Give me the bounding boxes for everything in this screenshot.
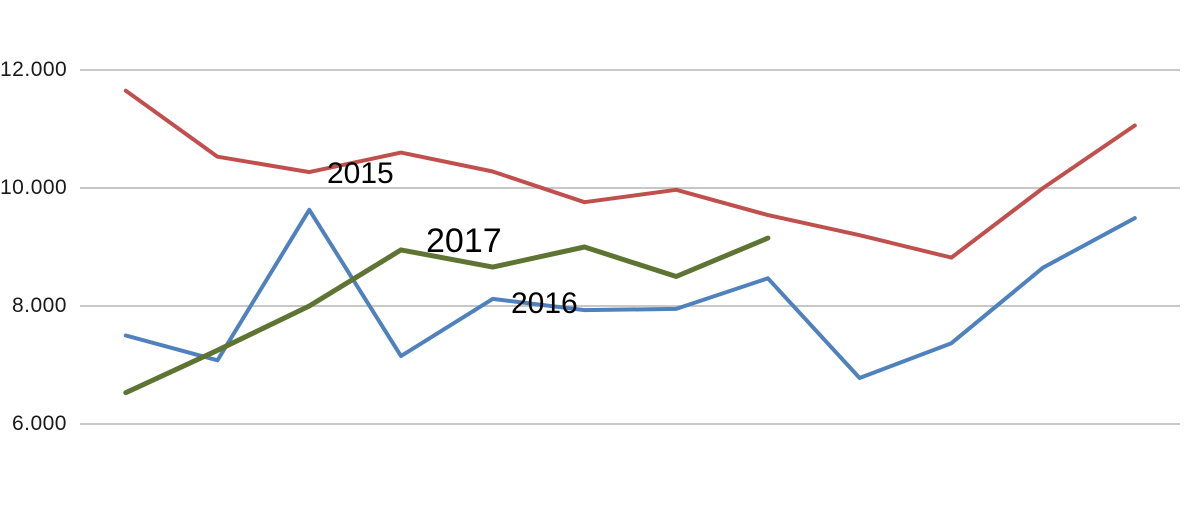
series-line-2017 (123, 235, 771, 396)
series-label-2016: 2016 (511, 287, 578, 320)
y-tick-label-6000: 6.000 (11, 412, 67, 435)
series-line-2015 (123, 88, 1137, 260)
series-line-2016 (123, 207, 1137, 380)
y-tick-label-10000: 10.000 (0, 176, 68, 199)
y-tick-label-12000: 12.000 (0, 58, 68, 81)
y-tick-label-8000: 8.000 (11, 294, 67, 317)
series-label-2017: 2017 (426, 222, 502, 260)
series-label-2015: 2015 (327, 157, 394, 190)
